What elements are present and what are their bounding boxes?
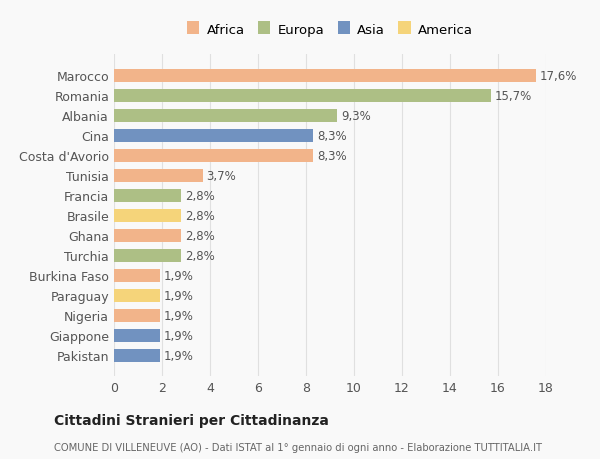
Text: 8,3%: 8,3% [317,150,346,162]
Text: 9,3%: 9,3% [341,110,371,123]
Text: 1,9%: 1,9% [163,329,193,342]
Bar [114,209,181,222]
Text: 3,7%: 3,7% [206,169,236,182]
Text: 1,9%: 1,9% [163,289,193,302]
Bar [114,269,160,282]
Legend: Africa, Europa, Asia, America: Africa, Europa, Asia, America [187,23,473,37]
Text: 1,9%: 1,9% [163,349,193,362]
Text: 2,8%: 2,8% [185,229,215,242]
Text: 2,8%: 2,8% [185,209,215,222]
Text: 2,8%: 2,8% [185,189,215,202]
Text: 8,3%: 8,3% [317,129,346,142]
Bar [114,289,160,302]
Text: 17,6%: 17,6% [540,70,577,83]
Bar [114,110,337,123]
Text: 15,7%: 15,7% [494,90,532,103]
Bar [114,249,181,262]
Text: 1,9%: 1,9% [163,309,193,322]
Text: 1,9%: 1,9% [163,269,193,282]
Bar [114,70,536,83]
Bar [114,309,160,322]
Bar [114,229,181,242]
Text: Cittadini Stranieri per Cittadinanza: Cittadini Stranieri per Cittadinanza [54,414,329,428]
Bar [114,169,203,182]
Bar [114,349,160,362]
Bar [114,129,313,142]
Bar [114,90,491,102]
Bar [114,150,313,162]
Bar [114,189,181,202]
Bar [114,329,160,342]
Text: 2,8%: 2,8% [185,249,215,262]
Text: COMUNE DI VILLENEUVE (AO) - Dati ISTAT al 1° gennaio di ogni anno - Elaborazione: COMUNE DI VILLENEUVE (AO) - Dati ISTAT a… [54,442,542,452]
